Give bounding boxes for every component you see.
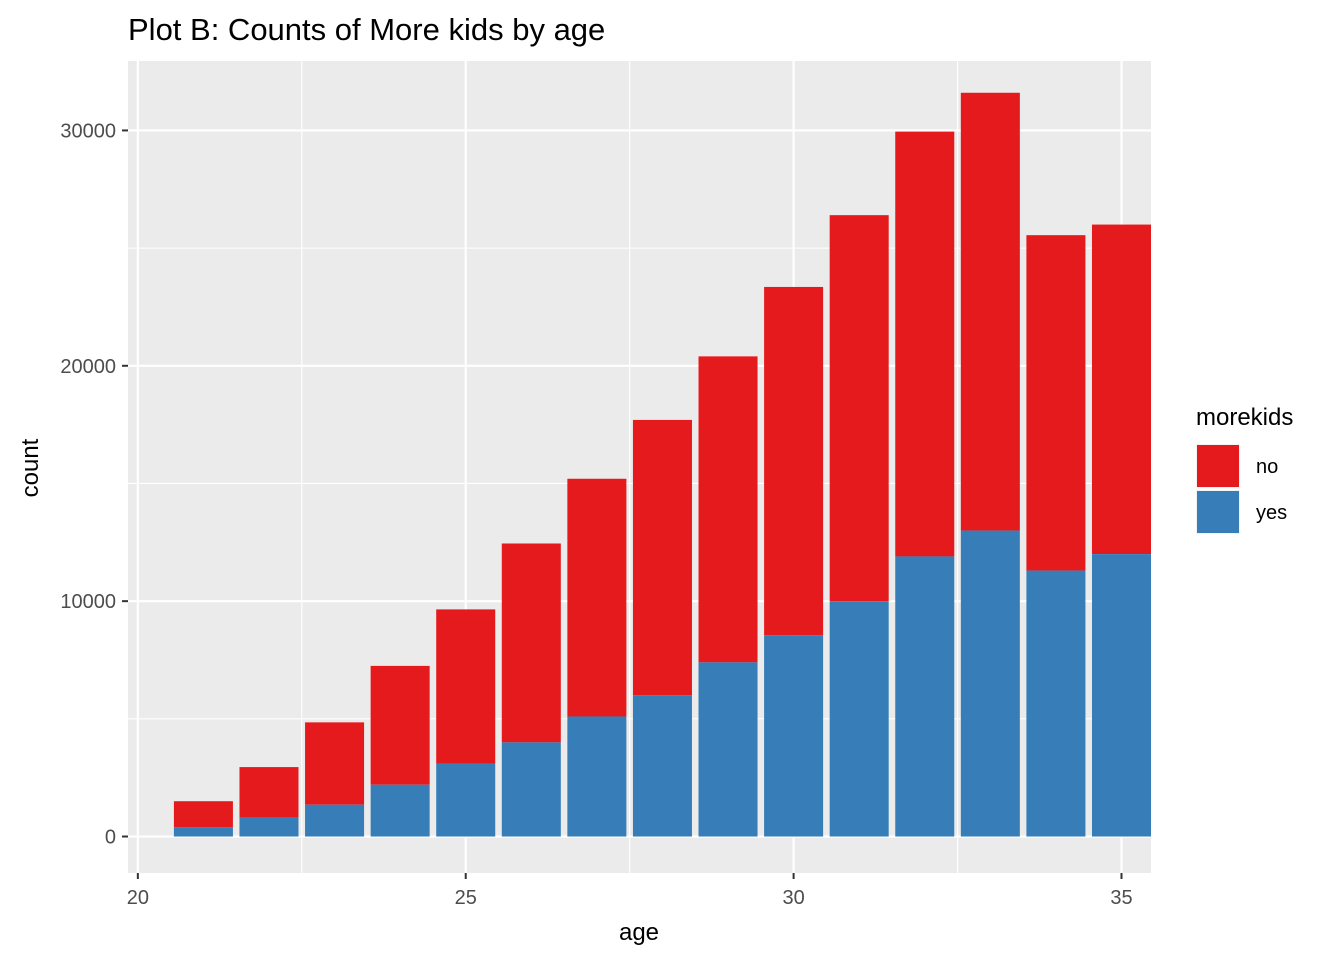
legend-key-yes [1197, 491, 1239, 533]
x-axis-title: age [619, 919, 659, 946]
bar-yes-age-25 [436, 763, 496, 837]
x-tick-label: 20 [127, 887, 149, 909]
bar-no-age-25 [436, 609, 496, 764]
axes-layer: 0 10000 20000 30000 20 25 30 35 [60, 120, 1132, 909]
y-axis-title: count [17, 438, 44, 497]
bar-yes-age-35 [1091, 554, 1151, 837]
bar-yes-age-21 [173, 827, 233, 837]
bar-no-age-33 [960, 92, 1020, 531]
bar-no-age-28 [632, 419, 692, 696]
bar-yes-age-32 [895, 556, 955, 837]
y-tick-label: 10000 [60, 591, 116, 613]
bar-no-age-32 [895, 131, 955, 557]
bar-no-age-22 [239, 767, 299, 818]
y-tick-label: 30000 [60, 120, 116, 142]
legend: morekids no yes [1196, 404, 1293, 534]
bar-yes-age-30 [764, 635, 824, 837]
bar-yes-age-29 [698, 662, 758, 837]
x-tick-label: 30 [782, 887, 804, 909]
bar-no-age-24 [370, 665, 430, 785]
bar-no-age-23 [305, 722, 365, 805]
x-tick-label: 35 [1110, 887, 1132, 909]
bar-no-age-30 [764, 286, 824, 636]
bar-no-age-27 [567, 478, 627, 717]
legend-title: morekids [1196, 404, 1293, 431]
bar-yes-age-24 [370, 784, 430, 837]
bar-yes-age-23 [305, 804, 365, 837]
bar-no-age-29 [698, 356, 758, 663]
bar-no-age-21 [173, 801, 233, 828]
bar-yes-age-27 [567, 716, 627, 837]
bar-yes-age-33 [960, 530, 1020, 837]
bar-yes-age-22 [239, 817, 299, 837]
bar-yes-age-26 [501, 742, 561, 837]
bar-no-age-35 [1091, 224, 1151, 555]
bar-yes-age-31 [829, 601, 889, 837]
bars-layer [173, 92, 1151, 837]
chart-title: Plot B: Counts of More kids by age [128, 12, 605, 47]
bar-no-age-26 [501, 543, 561, 743]
bar-no-age-31 [829, 215, 889, 602]
bar-no-age-34 [1026, 235, 1086, 571]
y-tick-label: 0 [105, 827, 116, 849]
legend-key-no [1197, 445, 1239, 487]
legend-label-yes: yes [1256, 502, 1287, 524]
y-tick-label: 20000 [60, 356, 116, 378]
bar-yes-age-28 [632, 695, 692, 837]
legend-label-no: no [1256, 456, 1278, 478]
bar-yes-age-34 [1026, 570, 1086, 837]
x-tick-label: 25 [455, 887, 477, 909]
